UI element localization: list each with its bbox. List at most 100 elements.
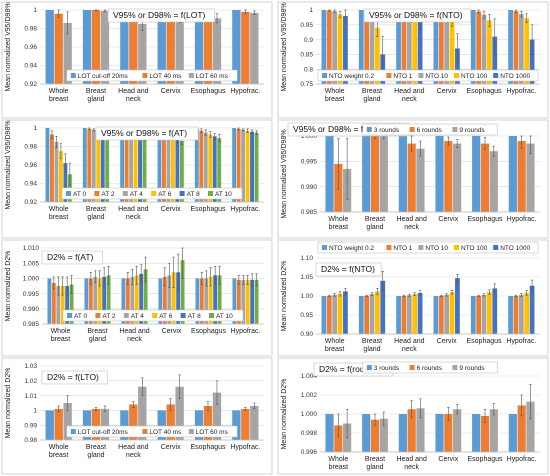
x-tick-label: Breast gland [365, 216, 385, 231]
bar-s1-c4 [435, 136, 444, 212]
bar-s4-c4 [449, 20, 455, 84]
bar-s4-c4 [449, 292, 455, 334]
bar-s2-c5 [199, 278, 204, 324]
bar-s2-c1 [326, 296, 332, 334]
bar-s1-c3 [121, 278, 126, 324]
legend-label: LOT 60 ms [196, 429, 229, 436]
bar-s1-c2 [82, 10, 92, 84]
bar-s2-c2 [370, 136, 380, 212]
chart-title: D2% = f(AT) [47, 252, 94, 262]
legend-box [317, 241, 539, 254]
legend-label: AT 8 [188, 313, 202, 320]
bar-s1-c5 [472, 136, 481, 212]
legend-label: AT 8 [187, 191, 201, 198]
legend-label: LOT 40 ms [149, 429, 182, 436]
bar-s4-c5 [486, 292, 492, 334]
bar-s4-c1 [58, 151, 63, 202]
legend-swatch [493, 245, 499, 250]
bar-s2-c3 [125, 278, 130, 324]
legend-swatch [67, 313, 72, 318]
bar-s1-c4 [157, 128, 162, 202]
bar-s6-c2 [105, 131, 110, 202]
bar-s5-c5 [212, 136, 217, 202]
bar-s1-c5 [194, 10, 204, 84]
bar-s6-c2 [106, 275, 111, 324]
bar-s2-c4 [438, 296, 444, 334]
bar-s5-c4 [176, 272, 181, 324]
bar-s2-c2 [370, 419, 380, 452]
bar-s5-c6 [250, 279, 255, 324]
legend-label: NTO 1 [393, 245, 412, 252]
x-tick-label: Whole breast [328, 456, 348, 471]
bar-s5-c3 [417, 292, 423, 334]
bar-s3-c5 [481, 294, 487, 334]
x-tick-label: Whole breast [49, 88, 69, 103]
y-tick-label: 0.75 [300, 81, 313, 88]
bar-s3-c6 [241, 129, 246, 202]
bar-s2-c4 [166, 12, 175, 84]
bar-s2-c3 [401, 10, 407, 84]
y-axis-label: Mean normalized V95/D98% [281, 129, 288, 218]
legend-swatch [366, 365, 372, 370]
legend-swatch [94, 191, 100, 196]
bar-s1-c3 [396, 296, 401, 334]
bar-s3-c6 [250, 12, 259, 84]
y-axis-label: Mean normalized V95/D98% [5, 2, 12, 91]
bar-s1-c2 [358, 10, 364, 84]
x-tick-label: Head and neck [118, 444, 148, 459]
bar-s2-c2 [364, 296, 370, 334]
legend-swatch [322, 73, 327, 78]
bar-s1-c4 [157, 410, 166, 440]
y-tick-label: 0.85 [300, 52, 313, 59]
bar-s3-c2 [100, 408, 110, 440]
bar-s3-c1 [54, 141, 59, 202]
y-tick-label: 0.94 [24, 181, 37, 188]
bar-s3-c4 [175, 20, 184, 84]
bar-s3-c2 [93, 276, 98, 324]
legend-swatch [386, 73, 392, 78]
bar-s6-c5 [217, 138, 222, 202]
legend-swatch [418, 245, 424, 250]
legend-label: AT 2 [102, 313, 116, 320]
bar-s1-c6 [232, 128, 237, 202]
bar-s5-c4 [175, 139, 180, 202]
bar-s5-c3 [417, 21, 423, 84]
legend-swatch [452, 127, 458, 132]
legend-label: NTO 10 [425, 73, 448, 80]
chart-title-box [315, 262, 382, 277]
chart-title-box [107, 8, 215, 23]
bar-s3-c3 [416, 408, 425, 452]
legend-swatch [70, 429, 76, 434]
bar-s4-c2 [97, 278, 102, 324]
chart-panel-1: 0.92 0.94 0.96 0.98 1 Mean normalized V95/D98… [1, 1, 273, 119]
legend-label: NTO 1000 [500, 73, 530, 80]
x-tick-label: Cervix [437, 88, 457, 95]
bar-s3-c6 [250, 405, 259, 440]
legend-box [317, 69, 539, 82]
bar-s2-c4 [162, 131, 166, 202]
x-tick-label: Hypofrac. [507, 456, 537, 463]
x-tick-label: Head and neck [396, 456, 426, 471]
y-tick-label: 0.990 [23, 306, 40, 313]
x-tick-label: Hypofrac. [230, 206, 260, 213]
x-tick-label: Whole breast [51, 328, 71, 343]
legend-swatch [322, 245, 327, 250]
legend-label: AT 0 [74, 313, 88, 320]
y-tick-label: 0.990 [301, 184, 318, 191]
bar-s2-c3 [124, 130, 129, 202]
legend-swatch [179, 191, 185, 196]
legend-label: AT 10 [215, 191, 232, 198]
bar-s5-c1 [343, 291, 348, 334]
x-tick-label: Whole breast [49, 444, 69, 459]
bar-s1-c5 [470, 296, 476, 334]
x-tick-label: Hypofrac. [230, 444, 260, 451]
bar-s3-c4 [444, 294, 450, 334]
bar-s1-c1 [45, 128, 50, 202]
bar-s3-c4 [453, 143, 462, 212]
bar-s1-c2 [84, 278, 89, 324]
legend-label: NTO weight 0.2 [329, 73, 374, 80]
legend-label: 9 rounds [459, 127, 485, 134]
bar-s4-c1 [60, 286, 65, 324]
bar-s6-c3 [142, 137, 147, 202]
legend-label: NTO 10 [425, 245, 448, 252]
